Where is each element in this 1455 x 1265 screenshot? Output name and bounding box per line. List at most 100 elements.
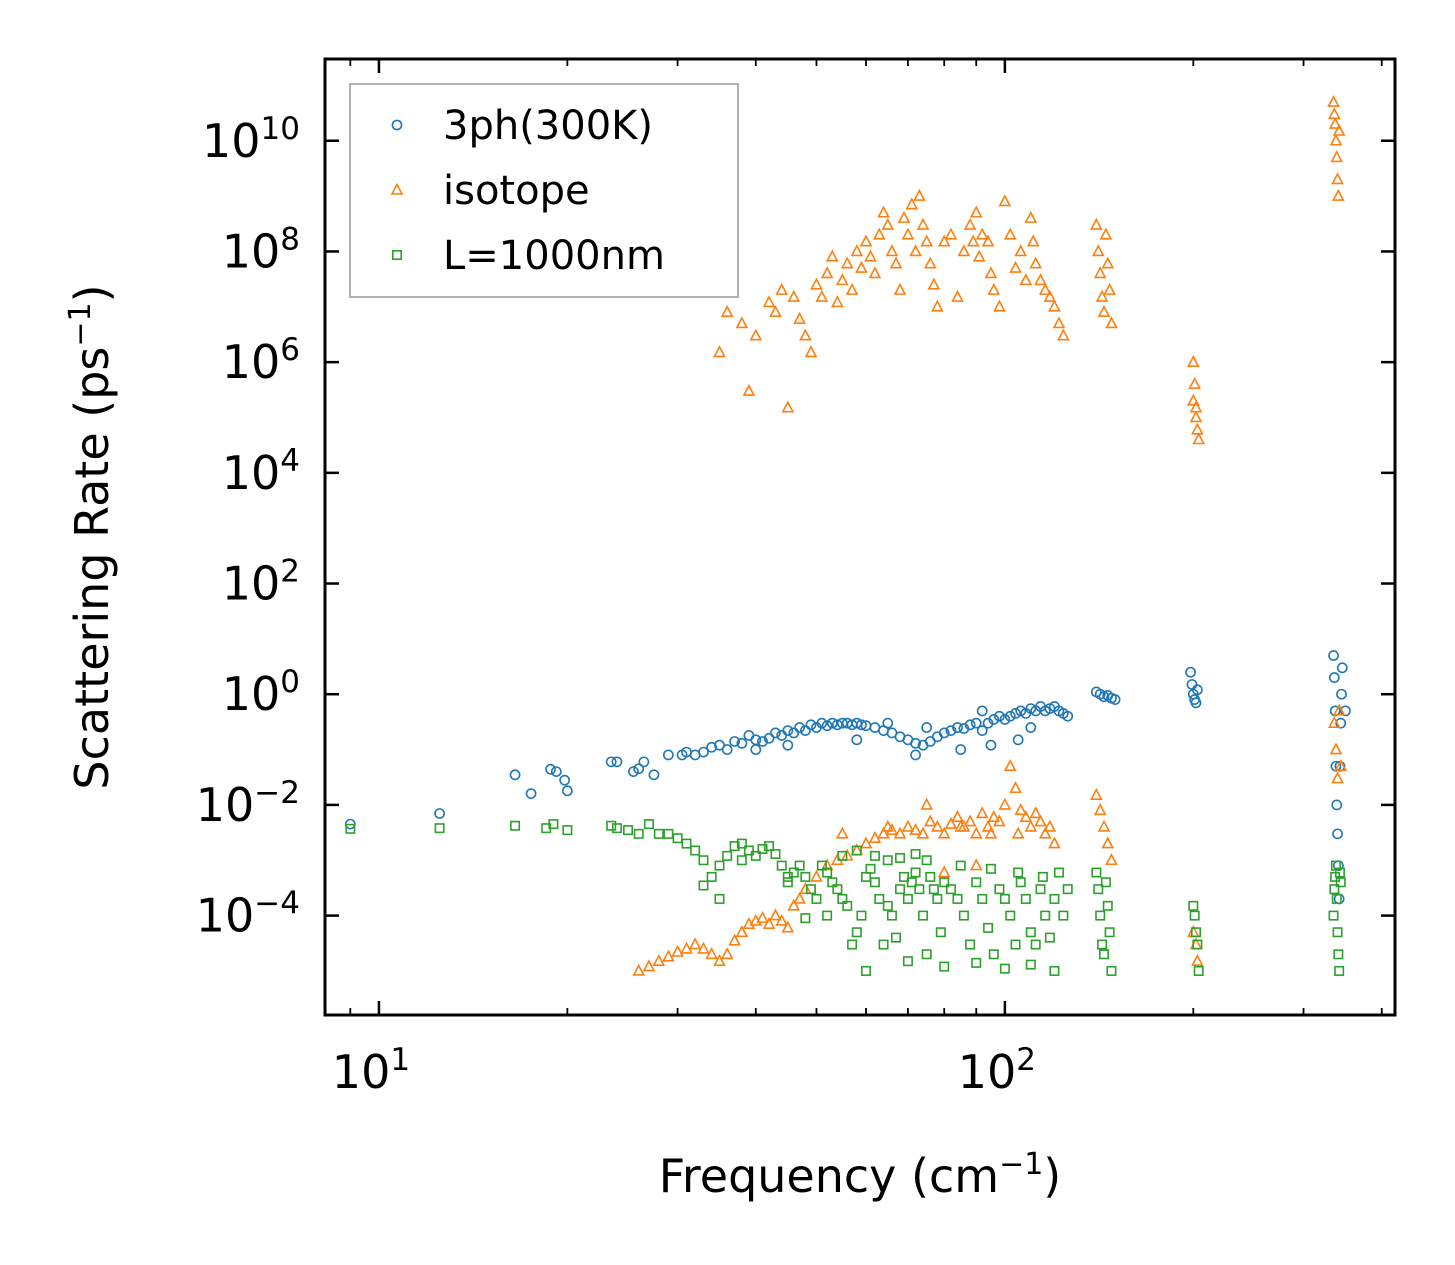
data-point-1-112 [781, 920, 795, 933]
data-point-2-94 [1104, 927, 1115, 938]
data-point-2-125 [971, 957, 982, 968]
data-point-1-71 [1093, 266, 1107, 279]
data-point-2-8 [623, 825, 634, 836]
data-point-1-67 [1052, 316, 1066, 329]
data-point-2-52 [899, 871, 910, 882]
y-tick-label-5: 106 [222, 332, 300, 389]
data-point-2-10 [643, 819, 654, 830]
data-point-1-16 [825, 249, 839, 262]
data-point-1-70 [1091, 244, 1105, 257]
data-point-2-27 [776, 860, 787, 871]
data-point-1-96 [662, 949, 675, 962]
data-point-0-67 [1010, 708, 1021, 719]
data-point-2-120 [1013, 867, 1024, 878]
data-point-2-16 [698, 855, 709, 866]
data-point-1-115 [799, 881, 812, 894]
data-point-2-31 [800, 871, 811, 882]
data-point-1-166 [954, 819, 968, 832]
data-point-2-76 [1015, 877, 1026, 888]
data-point-1-94 [642, 959, 656, 972]
data-point-2-80 [1035, 884, 1046, 895]
data-point-2-37 [832, 884, 843, 895]
data-point-0-37 [821, 720, 833, 732]
data-point-1-3 [742, 383, 756, 396]
data-point-1-32 [897, 210, 911, 223]
data-point-2-33 [811, 893, 822, 904]
data-point-0-106 [955, 744, 967, 755]
data-point-1-28 [881, 217, 895, 230]
data-point-1-82 [1192, 432, 1206, 445]
data-point-2-106 [1332, 927, 1343, 938]
data-point-1-137 [975, 806, 989, 819]
data-point-1-68 [1057, 328, 1070, 341]
data-point-1-142 [1003, 759, 1017, 772]
x-tick-label-1: 102 [958, 1042, 1036, 1099]
data-point-1-42 [937, 234, 951, 247]
data-point-1-168 [836, 826, 849, 839]
data-point-1-153 [1093, 803, 1107, 816]
data-point-1-35 [909, 244, 922, 257]
data-point-1-117 [820, 858, 834, 871]
data-point-1-98 [680, 941, 693, 954]
data-point-2-1 [434, 823, 445, 834]
data-point-0-63 [988, 714, 1000, 725]
data-point-1-156 [1105, 853, 1118, 866]
data-point-0-107 [985, 739, 997, 751]
data-point-1-6 [769, 304, 782, 317]
data-point-1-136 [969, 826, 983, 839]
y-tick-label-1: 10−2 [196, 775, 300, 832]
data-point-0-60 [970, 717, 982, 729]
data-point-1-133 [951, 809, 964, 822]
data-point-0-102 [1336, 662, 1348, 674]
data-point-0-30 [782, 725, 794, 737]
data-point-1-14 [815, 289, 829, 302]
y-tick-label-3: 102 [222, 554, 300, 611]
data-point-2-121 [1037, 871, 1048, 882]
data-point-2-2 [510, 820, 521, 831]
data-point-0-33 [799, 725, 811, 737]
data-point-2-22 [743, 845, 754, 856]
data-point-2-115 [895, 852, 906, 863]
data-point-0-44 [856, 719, 867, 731]
data-point-2-77 [1020, 893, 1031, 904]
data-point-2-50 [891, 932, 902, 943]
legend-marker-0 [391, 119, 403, 131]
data-point-1-0 [713, 345, 726, 358]
data-point-1-52 [984, 266, 998, 279]
data-point-0-11 [633, 763, 645, 775]
data-point-1-128 [916, 826, 930, 839]
data-point-0-1 [434, 808, 446, 819]
data-point-1-93 [632, 963, 646, 976]
data-point-1-41 [931, 299, 944, 312]
data-point-1-26 [872, 227, 886, 240]
data-point-2-41 [851, 927, 862, 938]
data-point-2-118 [955, 860, 966, 871]
data-point-1-19 [840, 256, 854, 269]
data-point-2-97 [1189, 910, 1200, 921]
data-point-2-95 [1106, 965, 1117, 976]
data-point-2-96 [1188, 900, 1199, 911]
data-point-2-114 [882, 855, 893, 866]
data-point-1-110 [769, 908, 782, 921]
data-point-1-7 [775, 282, 789, 295]
data-point-1-102 [713, 953, 726, 967]
data-point-1-113 [787, 898, 801, 911]
data-point-2-83 [1049, 893, 1060, 904]
data-point-2-117 [921, 855, 932, 866]
y-tick-label-7: 1010 [202, 111, 300, 168]
data-point-1-150 [1043, 819, 1057, 832]
data-point-2-109 [1334, 867, 1345, 878]
data-point-1-51 [981, 234, 995, 247]
data-point-0-13 [648, 769, 660, 781]
data-point-1-140 [993, 814, 1006, 827]
data-point-1-38 [920, 234, 934, 247]
data-point-2-105 [1331, 893, 1342, 904]
data-point-2-57 [918, 910, 929, 921]
data-point-1-21 [850, 244, 864, 257]
data-point-1-12 [804, 345, 818, 358]
data-point-0-68 [1015, 705, 1027, 717]
data-point-1-146 [1024, 819, 1038, 832]
data-point-0-6 [559, 774, 571, 786]
data-point-2-9 [633, 828, 644, 839]
data-point-1-169 [984, 826, 998, 839]
